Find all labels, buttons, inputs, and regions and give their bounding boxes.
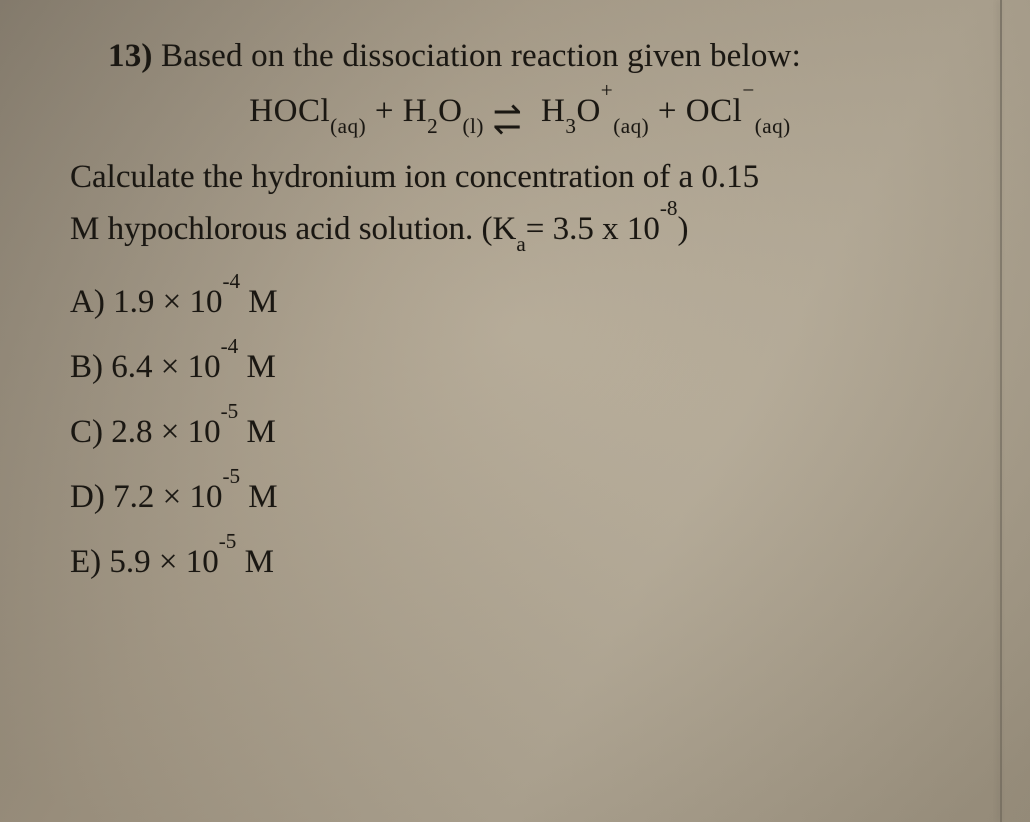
option-exp: -5: [222, 464, 240, 488]
ka-equals: = 3.5 x 10: [526, 211, 660, 247]
option-base: 10: [188, 414, 221, 450]
option-exp: -4: [222, 269, 240, 293]
eq-h3o: H3O+(aq): [541, 93, 649, 129]
option-label: A): [70, 284, 105, 320]
ka-exponent: -8: [660, 196, 678, 220]
option-unit: M: [248, 284, 277, 320]
eq-hocl: HOCl(aq): [249, 93, 366, 129]
prompt-3-suffix: ): [677, 211, 688, 247]
question-prompt-line-1: 13) Based on the dissociation reaction g…: [108, 38, 990, 75]
option-coef: 6.4: [111, 349, 152, 385]
option-times: ×: [163, 284, 182, 320]
question-prompt-text-1: Based on the dissociation reaction given…: [161, 38, 801, 74]
option-coef: 7.2: [113, 479, 154, 515]
option-exp: -5: [221, 399, 239, 423]
option-unit: M: [245, 544, 274, 580]
ka-subscript: a: [516, 232, 525, 256]
option-e: E) 5.9 × 10-5 M: [70, 544, 990, 581]
option-a: A) 1.9 × 10-4 M: [70, 284, 990, 321]
option-label: C): [70, 414, 103, 450]
option-times: ×: [161, 414, 180, 450]
option-c: C) 2.8 × 10-5 M: [70, 414, 990, 451]
option-coef: 2.8: [111, 414, 152, 450]
option-label: B): [70, 349, 103, 385]
option-label: E): [70, 544, 101, 580]
option-times: ×: [163, 479, 182, 515]
option-unit: M: [248, 479, 277, 515]
option-unit: M: [246, 349, 275, 385]
question-prompt-line-2: Calculate the hydronium ion concentratio…: [70, 154, 950, 202]
option-d: D) 7.2 × 10-5 M: [70, 479, 990, 516]
option-base: 10: [186, 544, 219, 580]
eq-h2o: H2O(l): [403, 93, 484, 129]
option-times: ×: [159, 544, 178, 580]
eq-plus-1: +: [375, 93, 394, 129]
question-number: 13): [108, 38, 153, 74]
page-fold-line: [1000, 0, 1002, 822]
eq-ocl: OCl−(aq): [686, 93, 791, 129]
eq-plus-2: +: [658, 93, 677, 129]
equation: HOCl(aq) + H2O(l) H3O+(aq) + OCl−(aq): [50, 93, 990, 130]
option-unit: M: [246, 414, 275, 450]
option-coef: 5.9: [109, 544, 150, 580]
option-label: D): [70, 479, 105, 515]
option-exp: -5: [219, 529, 237, 553]
option-exp: -4: [221, 334, 239, 358]
option-base: 10: [189, 284, 222, 320]
option-times: ×: [161, 349, 180, 385]
option-b: B) 6.4 × 10-4 M: [70, 349, 990, 386]
page: 13) Based on the dissociation reaction g…: [0, 0, 1030, 822]
prompt-3-prefix: M hypochlorous acid solution. (K: [70, 211, 516, 247]
question-prompt-line-3: M hypochlorous acid solution. (Ka= 3.5 x…: [70, 206, 950, 254]
option-base: 10: [189, 479, 222, 515]
option-coef: 1.9: [113, 284, 154, 320]
option-base: 10: [188, 349, 221, 385]
